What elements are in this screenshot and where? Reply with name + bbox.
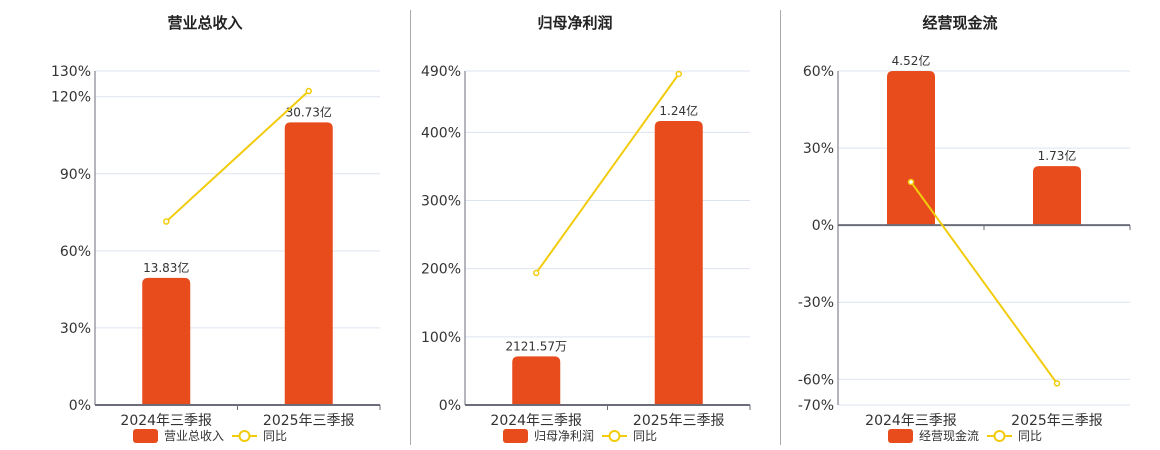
y-tick-label: 0%	[812, 218, 834, 234]
x-tick-label: 2024年三季报	[490, 413, 582, 429]
legend-bar-swatch	[133, 429, 158, 443]
y-tick-label: 60%	[803, 64, 834, 80]
bar-data-label: 13.83亿	[143, 260, 189, 275]
y-tick-label: 200%	[421, 262, 461, 278]
yoy-point	[163, 218, 170, 225]
chart-panel-1: 营业总收入 0% 30% 60% 90% 120% 130% 13.83亿 2024年三季报 30…	[51, 14, 381, 443]
chart-panel-3: 经营现金流 -70% -60% -30% 0% 30% 60% 4.52亿 2024年三季报 1.…	[798, 14, 1131, 443]
bar	[887, 71, 935, 226]
legend-line-label: 同比	[633, 429, 657, 443]
legend-line-label: 同比	[263, 429, 287, 443]
y-tick-label: 60%	[60, 244, 91, 260]
yoy-point	[675, 70, 682, 78]
y-tick-label: 490%	[421, 64, 461, 80]
x-tick-label: 2025年三季报	[263, 413, 355, 429]
legend-line-label: 同比	[1018, 429, 1042, 443]
bar-data-label: 1.24亿	[659, 103, 698, 118]
y-tick-label: 90%	[60, 167, 91, 183]
legend-line-marker	[238, 430, 251, 442]
x-tick-label: 2024年三季报	[865, 413, 957, 429]
legend-bar-label: 营业总收入	[164, 429, 224, 443]
bar	[284, 122, 333, 406]
yoy-line	[165, 90, 310, 223]
x-tick-label: 2025年三季报	[1011, 413, 1103, 429]
y-tick-label: 300%	[421, 194, 461, 210]
legend-bar-label: 归母净利润	[534, 429, 594, 443]
legend-bar-swatch	[888, 429, 913, 443]
y-tick-label: -30%	[798, 295, 834, 311]
y-tick-label: -70%	[798, 398, 834, 414]
x-tick-label: 2024年三季报	[120, 413, 212, 429]
y-tick-label: 120%	[51, 90, 91, 106]
bar	[1033, 166, 1081, 226]
y-tick-label: -60%	[798, 372, 834, 388]
panel-divider	[410, 10, 411, 445]
y-tick-label: 0%	[69, 398, 91, 414]
yoy-point	[305, 87, 312, 95]
y-tick-label: 100%	[421, 330, 461, 346]
chart-title: 归母净利润	[537, 14, 612, 32]
bar-data-label: 30.73亿	[286, 104, 332, 119]
legend-bar-swatch	[503, 429, 528, 443]
legend-line-marker	[608, 430, 621, 442]
y-tick-label: 130%	[51, 64, 91, 80]
panel-divider	[780, 10, 781, 445]
bar-data-label: 1.73亿	[1038, 148, 1077, 163]
bar-data-label: 2121.57万	[505, 339, 567, 353]
bar	[654, 120, 703, 406]
yoy-line	[910, 181, 1058, 385]
y-tick-label: 400%	[421, 125, 461, 141]
bar-data-label: 4.52亿	[892, 53, 931, 68]
chart-panel-2: 归母净利润 0% 100% 200% 300% 400% 490% 2121.57万 2024年…	[421, 14, 751, 443]
chart-title: 经营现金流	[922, 14, 997, 32]
y-tick-label: 30%	[803, 141, 834, 157]
x-tick-label: 2025年三季报	[633, 413, 725, 429]
yoy-point	[533, 269, 540, 277]
bar	[142, 277, 191, 405]
yoy-point	[1053, 380, 1061, 387]
legend-bar-label: 经营现金流	[919, 428, 979, 443]
yoy-point	[907, 178, 915, 186]
yoy-line	[535, 73, 680, 274]
bar	[512, 356, 561, 405]
y-tick-label: 0%	[439, 398, 461, 414]
y-tick-label: 30%	[60, 321, 91, 337]
legend-line-marker	[993, 430, 1006, 442]
chart-title: 营业总收入	[167, 14, 242, 32]
